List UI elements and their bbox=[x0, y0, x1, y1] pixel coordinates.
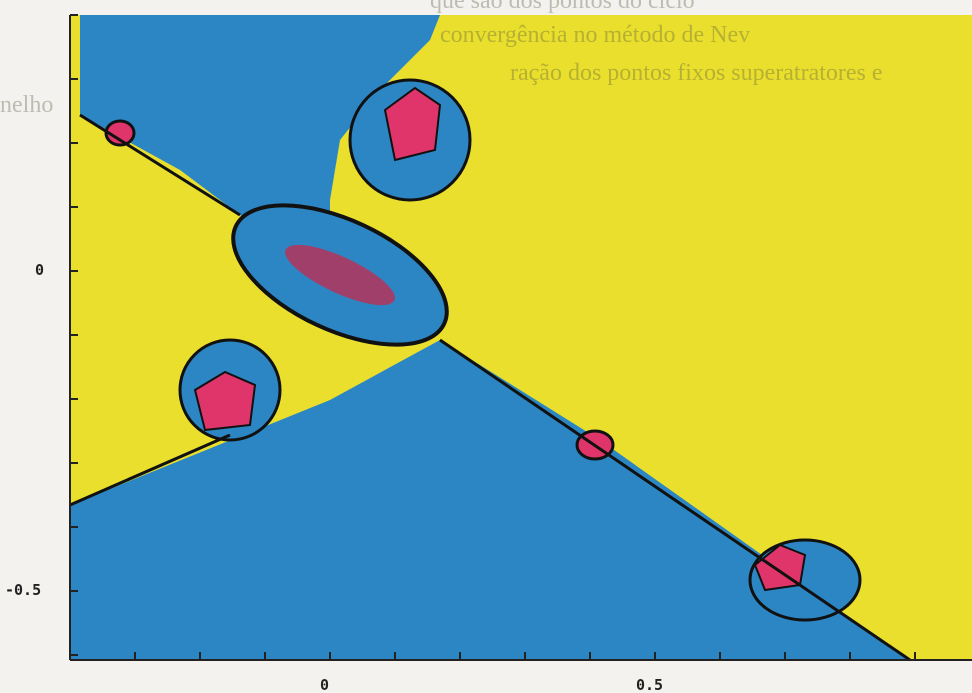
bleed-text: que são dos pontos do ciclo bbox=[430, 0, 695, 14]
figure: que são dos pontos do ciclo convergência… bbox=[0, 0, 972, 693]
x-tick-label: 0.5 bbox=[636, 676, 663, 693]
bleed-text: ração dos pontos fixos superatratores e bbox=[510, 60, 883, 86]
x-tick-label: 0 bbox=[320, 676, 329, 693]
bleed-text: convergência no método de Nev bbox=[440, 22, 750, 48]
bleed-text: nelho bbox=[0, 92, 53, 118]
y-tick-label: -0.5 bbox=[5, 581, 41, 599]
page: que são dos pontos do ciclo convergência… bbox=[0, 0, 972, 693]
y-tick-label: 0 bbox=[35, 261, 44, 279]
